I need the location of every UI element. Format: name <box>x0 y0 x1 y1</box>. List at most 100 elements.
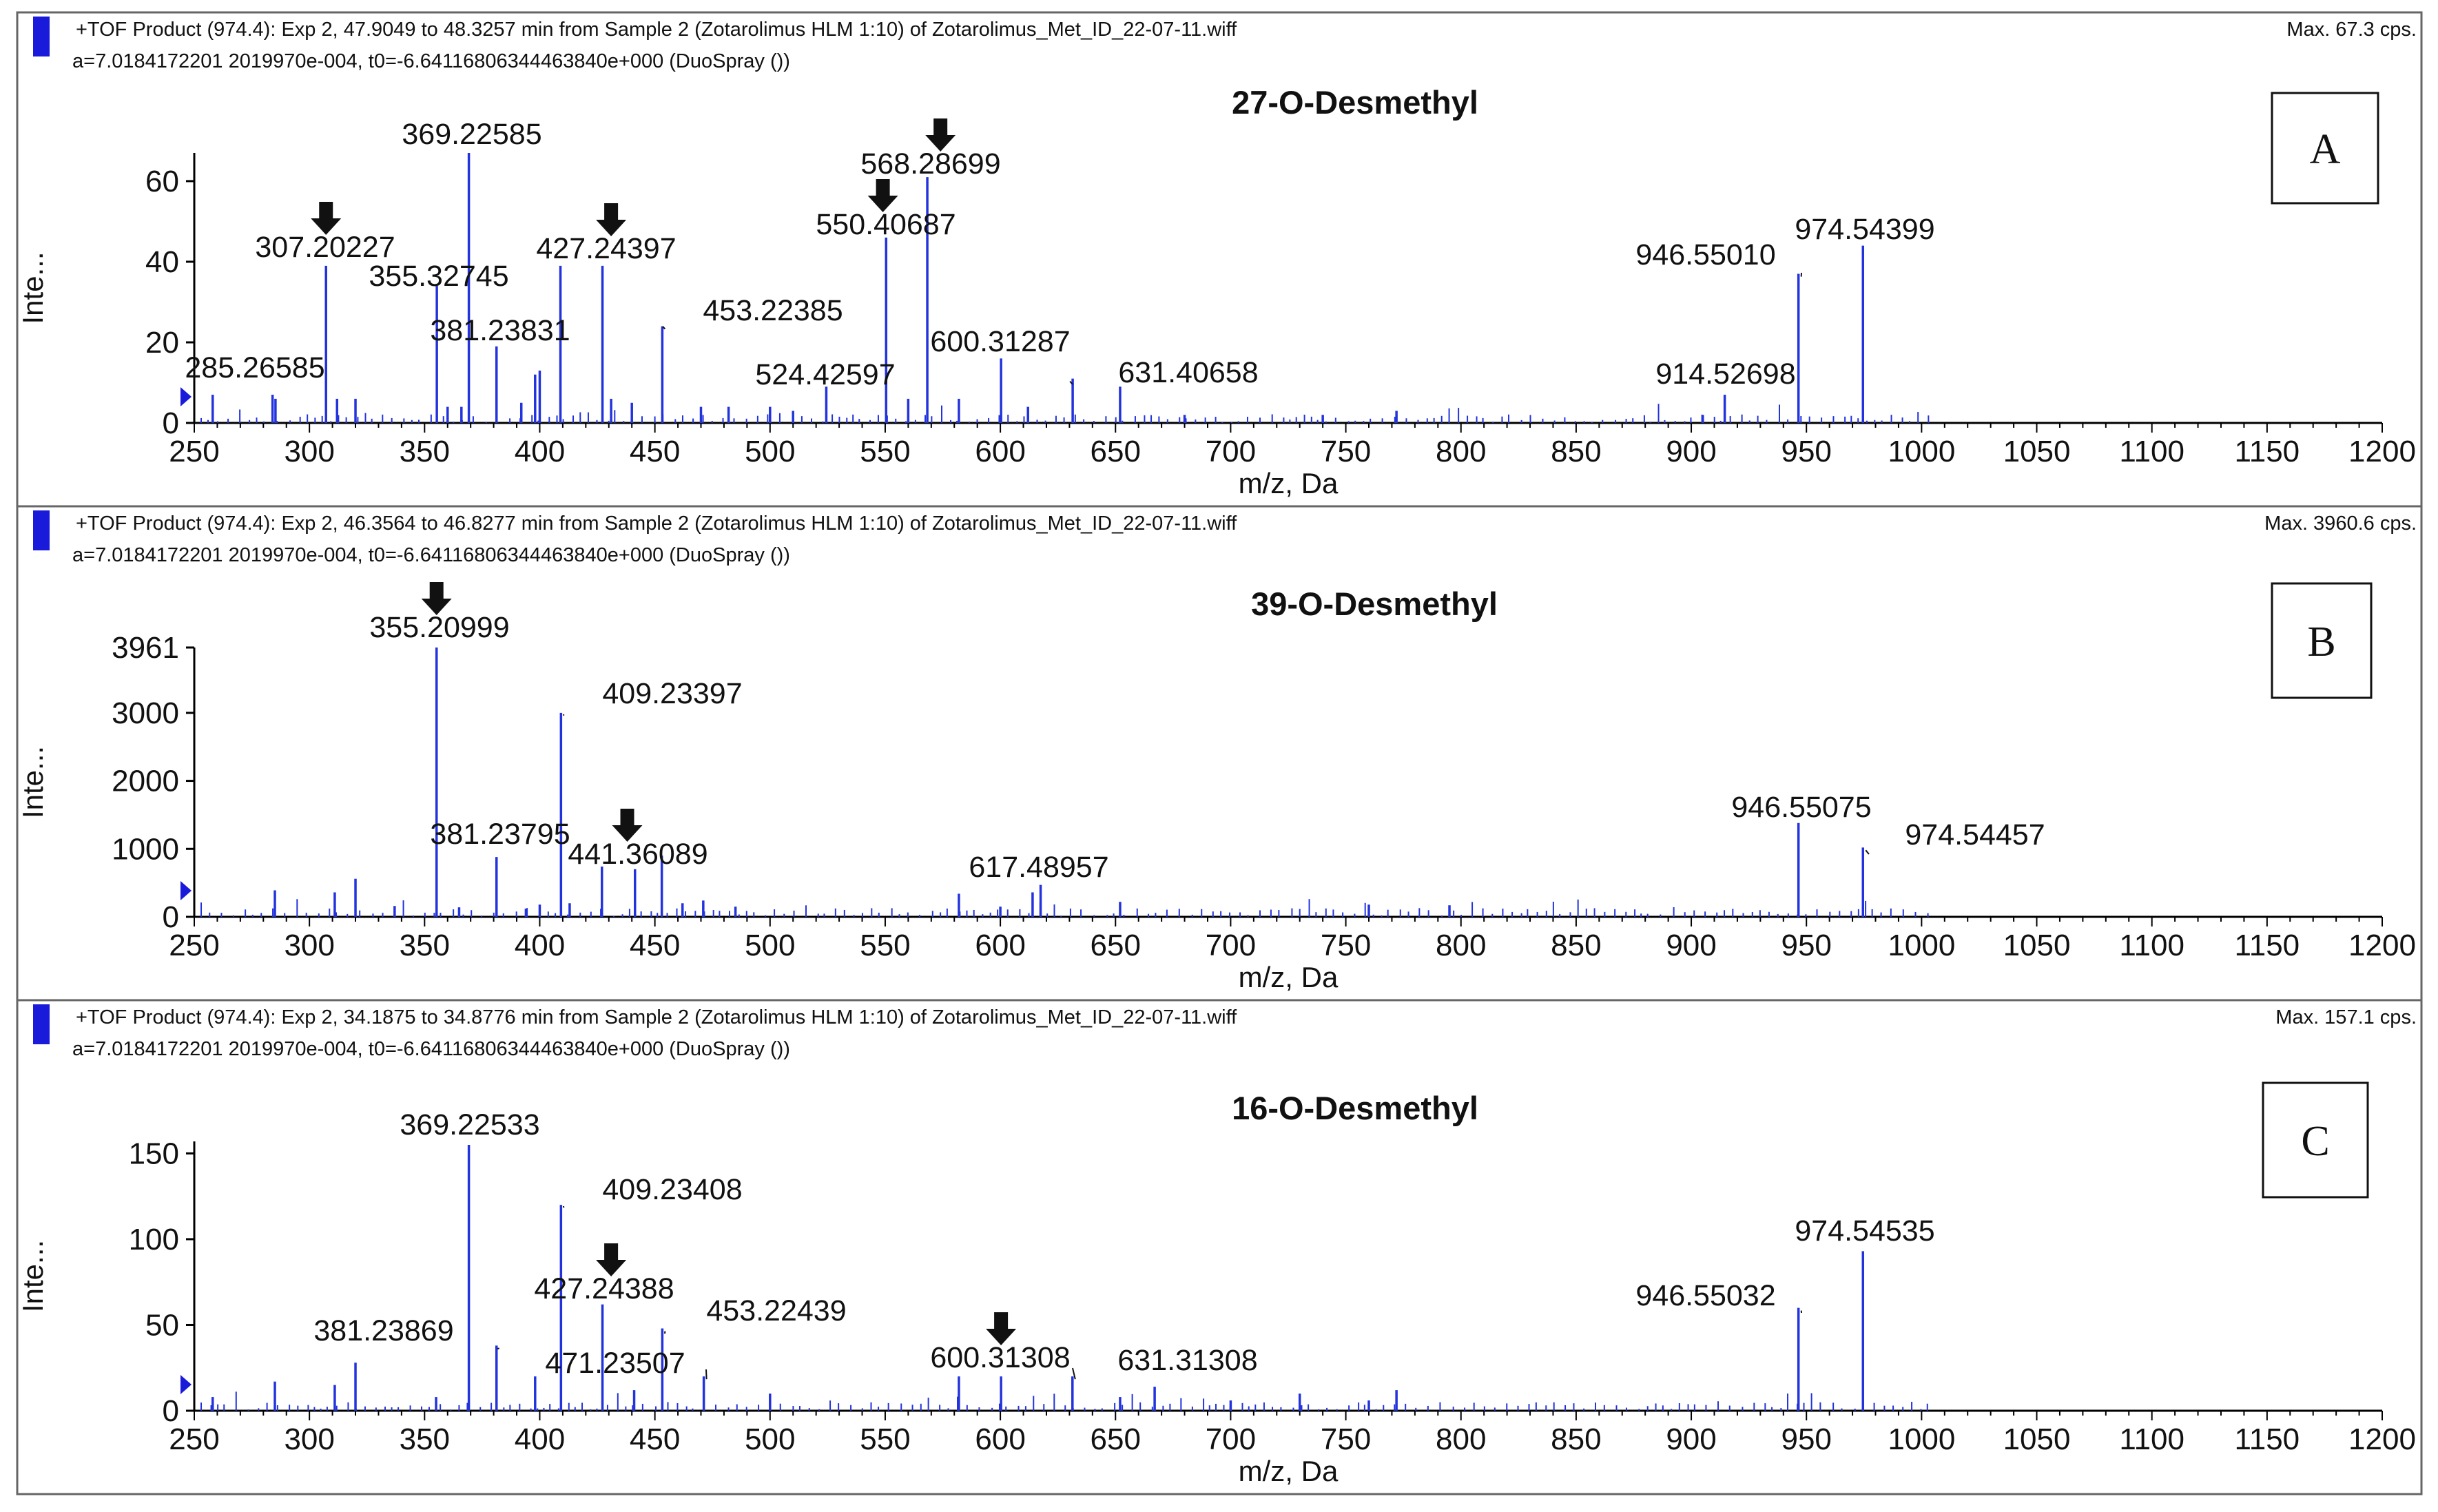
x-tick-label: 700 <box>1206 1422 1256 1456</box>
x-tick-label: 800 <box>1436 435 1486 468</box>
peak-label: 307.20227 <box>255 231 395 264</box>
peak-label: 355.32745 <box>369 260 508 293</box>
peak-label: 409.23408 <box>602 1173 742 1206</box>
x-tick-label: 250 <box>169 435 219 468</box>
down-arrow-icon <box>596 203 627 236</box>
x-tick-label: 1150 <box>2235 1422 2300 1456</box>
down-arrow-icon <box>421 582 452 615</box>
down-arrow-icon <box>612 809 643 842</box>
panel-letter: C <box>2301 1118 2329 1165</box>
x-tick-label: 850 <box>1551 929 1601 962</box>
x-tick-label: 550 <box>860 929 910 962</box>
y-axis-label: Inte... <box>17 746 49 818</box>
panel-letter-box <box>2271 92 2379 205</box>
peak-label: 568.28699 <box>860 147 1000 180</box>
peak-label: 369.22585 <box>402 118 541 151</box>
header-marker <box>33 17 50 56</box>
x-tick-label: 350 <box>400 1422 450 1456</box>
panel-title: 16-O-Desmethyl <box>1232 1090 1478 1126</box>
x-tick-label: 750 <box>1321 435 1371 468</box>
peak-label-leader <box>705 1369 707 1380</box>
peak-label: 631.40658 <box>1118 356 1258 389</box>
x-tick-label: 650 <box>1091 929 1141 962</box>
x-axis-label: m/z, Da <box>1239 467 1339 499</box>
spectrum-panel-a: +TOF Product (974.4): Exp 2, 47.9049 to … <box>16 11 2423 508</box>
x-tick-label: 450 <box>630 435 680 468</box>
y-tick-label: 150 <box>129 1137 179 1170</box>
panel-letter-box <box>2271 582 2373 699</box>
x-tick-label: 400 <box>515 1422 565 1456</box>
peak-label: 381.23795 <box>430 818 570 851</box>
peak-label: 427.24397 <box>536 232 676 265</box>
peak-label: 427.24388 <box>534 1272 674 1305</box>
header-marker <box>33 1004 50 1044</box>
x-tick-label: 950 <box>1781 435 1831 468</box>
x-tick-label: 600 <box>975 1422 1025 1456</box>
y-tick-label: 0 <box>163 406 179 440</box>
x-tick-label: 1000 <box>1888 1422 1955 1456</box>
peak-label-leader <box>1069 380 1073 385</box>
max-intensity-label: Max. 157.1 cps. <box>2275 1006 2417 1028</box>
panel-letter: B <box>2307 619 2335 665</box>
x-tick-label: 500 <box>745 929 795 962</box>
peak-label-leader <box>497 1347 499 1349</box>
peak-label: 355.20999 <box>369 611 509 644</box>
x-tick-label: 300 <box>284 435 334 468</box>
max-intensity-label: Max. 67.3 cps. <box>2286 19 2417 41</box>
peak-label: 946.55010 <box>1635 238 1775 271</box>
y-tick-label: 0 <box>163 1394 179 1428</box>
spectrum-panel-b: +TOF Product (974.4): Exp 2, 46.3564 to … <box>16 505 2423 1002</box>
y-tick-label: 0 <box>163 900 179 934</box>
panel-letter-box <box>2262 1081 2369 1199</box>
down-arrow-icon <box>311 202 342 235</box>
x-tick-label: 700 <box>1206 435 1256 468</box>
x-tick-label: 1150 <box>2235 929 2300 962</box>
header-line-2: a=7.0184172201 2019970e-004, t0=-6.64116… <box>72 50 790 72</box>
x-tick-label: 900 <box>1666 929 1716 962</box>
header-marker <box>33 510 50 550</box>
y-tick-label: 100 <box>129 1223 179 1256</box>
x-tick-label: 300 <box>284 929 334 962</box>
y-axis-label: Inte... <box>17 1240 49 1312</box>
x-tick-label: 550 <box>860 1422 910 1456</box>
down-arrow-icon <box>986 1312 1017 1345</box>
header-line-2: a=7.0184172201 2019970e-004, t0=-6.64116… <box>72 544 790 566</box>
x-tick-label: 800 <box>1436 929 1486 962</box>
peak-label: 974.54535 <box>1795 1214 1934 1247</box>
x-tick-label: 900 <box>1666 435 1716 468</box>
spectrum-panel-c: +TOF Product (974.4): Exp 2, 34.1875 to … <box>16 999 2423 1495</box>
x-tick-label: 1000 <box>1888 929 1955 962</box>
peak-label: 381.23831 <box>430 314 570 347</box>
x-tick-label: 650 <box>1091 1422 1141 1456</box>
peak-label: 914.52698 <box>1655 358 1795 391</box>
header-line-1: +TOF Product (974.4): Exp 2, 34.1875 to … <box>76 1006 1237 1028</box>
peak-label-leader <box>1072 1367 1076 1380</box>
x-tick-label: 750 <box>1321 929 1371 962</box>
panel-frame <box>16 999 2423 1495</box>
x-tick-label: 1000 <box>1888 435 1955 468</box>
peak-label: 471.23507 <box>545 1347 685 1380</box>
y-tick-label: 40 <box>145 245 179 279</box>
x-axis-label: m/z, Da <box>1239 961 1339 993</box>
header-line-1: +TOF Product (974.4): Exp 2, 47.9049 to … <box>76 19 1237 41</box>
x-tick-label: 750 <box>1321 1422 1371 1456</box>
y-axis-label: Inte... <box>17 251 49 324</box>
peak-label: 946.55075 <box>1731 791 1871 824</box>
y-tick-label: 1000 <box>112 832 179 866</box>
precursor-marker-icon <box>180 387 192 406</box>
peak-label-leader <box>662 326 666 330</box>
x-axis-label: m/z, Da <box>1239 1455 1339 1487</box>
x-tick-label: 450 <box>630 1422 680 1456</box>
x-tick-label: 1100 <box>2119 1422 2184 1456</box>
x-tick-label: 850 <box>1551 1422 1601 1456</box>
x-tick-label: 650 <box>1091 435 1141 468</box>
x-tick-label: 400 <box>515 435 565 468</box>
x-tick-label: 600 <box>975 929 1025 962</box>
x-tick-label: 1100 <box>2119 929 2184 962</box>
x-tick-label: 600 <box>975 435 1025 468</box>
y-tick-label: 2000 <box>112 765 179 798</box>
y-tick-label: 3961 <box>112 631 179 665</box>
y-tick-label: 50 <box>145 1308 179 1342</box>
